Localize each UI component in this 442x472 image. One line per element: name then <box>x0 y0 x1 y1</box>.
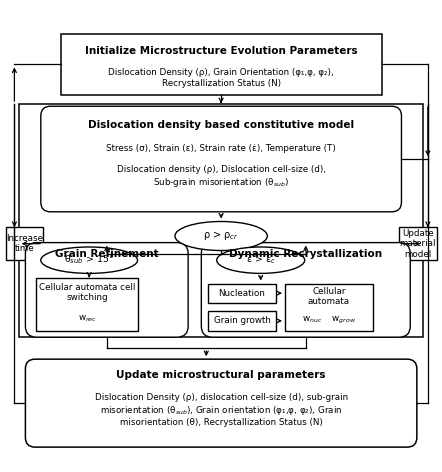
Text: Stress (σ), Strain (ε), Strain rate (ε̇), Temperature (T): Stress (σ), Strain (ε), Strain rate (ε̇)… <box>106 144 336 153</box>
Text: w$_{nuc}$    w$_{grow}$: w$_{nuc}$ w$_{grow}$ <box>302 315 356 326</box>
Bar <box>208 311 276 330</box>
FancyBboxPatch shape <box>25 243 188 337</box>
Text: Update microstructural parameters: Update microstructural parameters <box>116 370 326 380</box>
Text: Dislocation density (ρ), Dislocation cell-size (d),
Sub-grain misorientation (θ$: Dislocation density (ρ), Dislocation cel… <box>117 165 326 189</box>
Text: Grain growth: Grain growth <box>213 316 271 325</box>
Text: Dynamic Recrystallization: Dynamic Recrystallization <box>229 249 382 259</box>
Text: Dislocation density based constitutive model: Dislocation density based constitutive m… <box>88 120 354 130</box>
FancyBboxPatch shape <box>41 106 401 212</box>
Text: Increase
time: Increase time <box>6 234 43 253</box>
Text: Dislocation Density (ρ), dislocation cell-size (d), sub-grain
misorientation (θ$: Dislocation Density (ρ), dislocation cel… <box>95 393 348 427</box>
Ellipse shape <box>41 247 137 273</box>
Bar <box>208 284 276 303</box>
Text: ρ > ρ$_{cr}$: ρ > ρ$_{cr}$ <box>203 229 239 243</box>
Text: w$_{rec}$: w$_{rec}$ <box>78 314 96 324</box>
FancyBboxPatch shape <box>202 243 410 337</box>
Text: Nucleation: Nucleation <box>219 289 266 298</box>
Ellipse shape <box>175 221 267 251</box>
Text: Cellular automata cell
switching: Cellular automata cell switching <box>39 283 135 302</box>
Text: Cellular
automata: Cellular automata <box>308 287 350 306</box>
Bar <box>285 284 373 330</box>
Text: Initialize Microstructure Evolution Parameters: Initialize Microstructure Evolution Para… <box>85 46 358 56</box>
Text: ε > ε$_c$: ε > ε$_c$ <box>246 254 276 266</box>
Bar <box>36 278 137 330</box>
Text: θ$_{sub}$ > 15°: θ$_{sub}$ > 15° <box>64 254 114 266</box>
Text: Update
material
model: Update material model <box>400 229 436 259</box>
Text: Grain Refinement: Grain Refinement <box>55 249 159 259</box>
Bar <box>61 34 381 95</box>
FancyBboxPatch shape <box>25 359 417 447</box>
Ellipse shape <box>217 247 305 273</box>
Bar <box>399 227 437 260</box>
Bar <box>19 104 423 337</box>
Text: Dislocation Density (ρ), Grain Orientation (φ₁,φ, φ₂),
Recrystallization Status : Dislocation Density (ρ), Grain Orientati… <box>108 68 334 88</box>
Bar <box>6 227 43 260</box>
